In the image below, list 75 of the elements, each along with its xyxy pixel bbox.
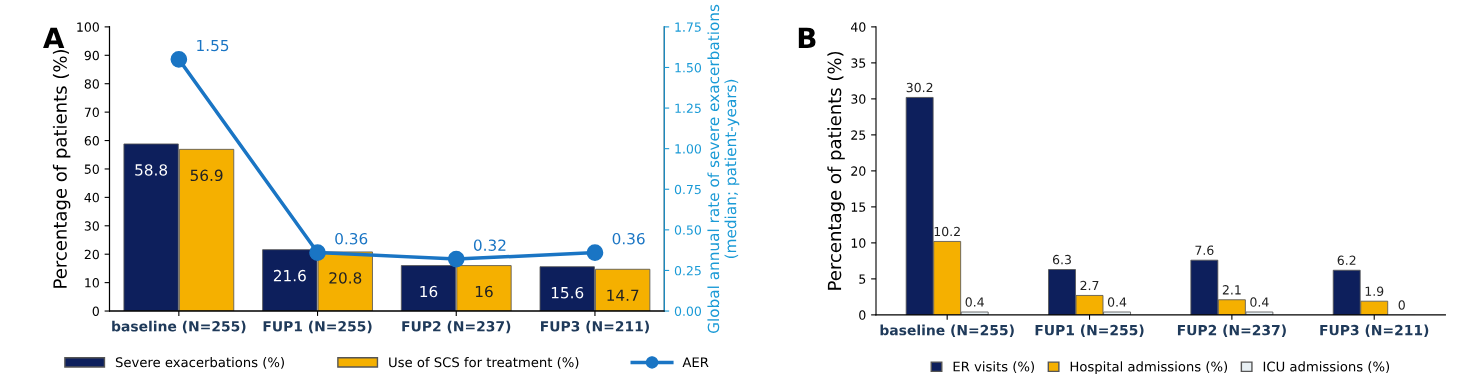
y-axis-title: Percentage of patients (%)	[827, 51, 845, 290]
x-tick-label: baseline (N=255)	[880, 324, 1014, 337]
data-label: 1.55	[197, 39, 229, 52]
point	[170, 51, 188, 68]
data-label: 0.36	[335, 232, 368, 245]
legend-label: Use of SCS for treatment (%)	[389, 357, 579, 369]
data-label: 16	[475, 285, 493, 298]
chart-title: A	[43, 27, 65, 48]
y-tick-label: 90	[84, 50, 99, 61]
data-label: 2.1	[1222, 285, 1241, 295]
data-label: 0.4	[1250, 297, 1269, 307]
y-tick-label: 25	[851, 130, 866, 140]
y2-tick-label: 0.00	[674, 306, 702, 316]
x-tick-label: FUP3 (N=211)	[1320, 324, 1429, 337]
data-label: 7.6	[1195, 245, 1214, 255]
data-label: 21.6	[273, 269, 306, 282]
data-label: 6.3	[1052, 254, 1071, 265]
data-label: 30.2	[906, 82, 933, 93]
y-tick-label: 20	[851, 166, 866, 176]
y-tick-label: 40	[850, 22, 866, 32]
x-tick-label: FUP2 (N=237)	[1177, 324, 1286, 337]
data-label: 0.4	[1107, 297, 1127, 307]
y-tick-label: 100	[77, 22, 99, 32]
x-tick-label: baseline (N=255)	[112, 320, 246, 334]
data-label: 0.36	[612, 232, 645, 245]
y2-tick-label: 0.25	[674, 265, 701, 276]
x-tick-label: FUP3 (N=211)	[541, 320, 649, 334]
y-tick-label: 10	[851, 238, 866, 248]
x-tick-label: FUP1 (N=255)	[1035, 324, 1144, 337]
x-tick-label: FUP1 (N=255)	[263, 320, 372, 334]
y2-tick-label: 1.75	[675, 22, 701, 32]
data-label: 14.7	[607, 289, 639, 301]
data-label: 1.9	[1365, 286, 1384, 296]
y2-tick-label: 1.25	[675, 103, 701, 113]
data-label: 58.8	[135, 164, 168, 176]
y2-tick-label: 0.75	[674, 184, 701, 195]
legend-label: AER	[682, 357, 709, 368]
data-label: 56.9	[190, 169, 223, 182]
y-axis-title: Percentage of patients (%)	[52, 49, 71, 288]
y2-tick-label: 1.00	[675, 144, 702, 154]
legend-label: Severe exacerbations (%)	[115, 357, 284, 369]
data-label: 6.2	[1337, 255, 1356, 266]
legend-label: ER visits (%)	[953, 361, 1034, 374]
legend-label: ICU admissions (%)	[1263, 361, 1390, 374]
y-tick-label: 60	[84, 136, 99, 146]
y2-tick-label: 0.50	[674, 225, 702, 235]
y-tick-label: 30	[851, 94, 866, 104]
data-label: 0.4	[965, 297, 984, 307]
x-tick-label: FUP2 (N=237)	[402, 320, 511, 334]
y-tick-label: 5	[859, 274, 866, 284]
point	[586, 244, 604, 261]
legend-label: Hospital admissions (%)	[1070, 361, 1228, 375]
data-label: 0.32	[473, 239, 506, 251]
point	[447, 250, 465, 268]
y-tick-label: 80	[84, 79, 99, 89]
y-tick-label: 70	[84, 107, 99, 118]
chart-title: B	[798, 27, 816, 48]
data-label: 2.7	[1080, 280, 1099, 291]
data-label: 15.6	[551, 286, 584, 299]
y2-axis-title: Global annual rate of severe exacerbations (median; patient-years)	[707, 4, 740, 334]
y-tick-label: 10	[85, 278, 99, 288]
data-label: 20.8	[329, 272, 362, 284]
y2-tick-label: 1.50	[675, 62, 702, 73]
point	[309, 244, 326, 261]
data-label: 10.2	[934, 226, 960, 237]
y-tick-label: 15	[851, 202, 866, 212]
y-tick-label: 50	[84, 164, 99, 174]
y-tick-label: 20	[84, 249, 99, 260]
data-label: 16	[420, 285, 438, 298]
y-tick-label: 0	[92, 306, 99, 316]
y-tick-label: 40	[84, 192, 99, 203]
y-tick-label: 30	[84, 221, 99, 231]
y-tick-label: 35	[851, 58, 866, 68]
data-label: 0	[1398, 300, 1405, 310]
y-tick-label: 0	[859, 310, 866, 320]
